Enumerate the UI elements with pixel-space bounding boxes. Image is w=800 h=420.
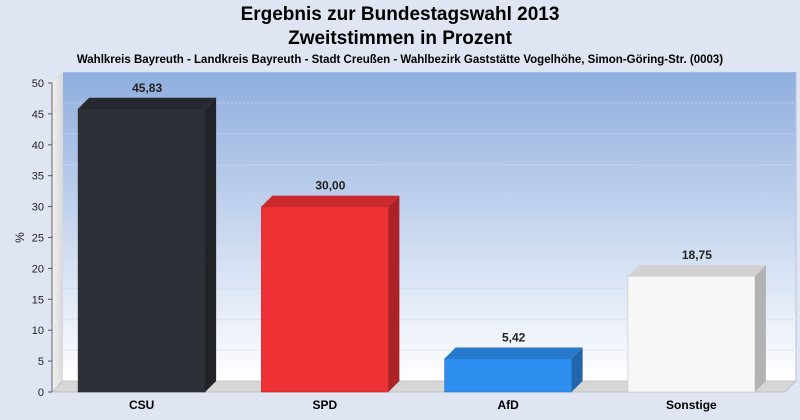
gridline	[51, 256, 796, 269]
bar-csu	[77, 97, 217, 393]
y-tick-label: 45	[32, 109, 44, 121]
y-tick-label: 50	[32, 78, 44, 90]
bar-spd	[261, 195, 400, 393]
y-tick-label: 5	[38, 356, 44, 368]
x-tick-label: SPD	[313, 398, 338, 412]
bar-side	[388, 195, 400, 392]
bar-top	[444, 347, 583, 359]
y-tick-label: 15	[32, 294, 44, 306]
gridline	[51, 195, 796, 207]
y-axis-label: %	[13, 232, 27, 243]
y-tick-label: 20	[32, 263, 44, 275]
bar	[77, 108, 206, 393]
left-wall	[52, 72, 63, 392]
bar	[627, 275, 756, 393]
bar-top	[261, 195, 400, 207]
bar-side	[205, 97, 217, 392]
y-tick-label: 10	[32, 325, 44, 337]
gridline	[51, 71, 796, 84]
chart-subtitle: Zweitstimmen in Prozent	[288, 28, 512, 49]
data-label: 45,83	[132, 81, 162, 95]
data-label: 30,00	[315, 179, 345, 193]
bar-side	[571, 347, 583, 392]
data-label: 5,42	[502, 331, 526, 345]
bars	[77, 97, 766, 393]
gridline	[51, 318, 796, 331]
x-tick-label: Sonstige	[666, 398, 717, 412]
bar-sonstige	[627, 265, 766, 393]
x-tick-label: CSU	[129, 398, 154, 412]
gridline	[51, 102, 796, 115]
y-tick-label: 35	[32, 171, 44, 183]
bar-side	[754, 265, 766, 392]
gridline	[51, 226, 796, 238]
y-tick-label: 40	[32, 140, 44, 152]
chart-caption: Wahlkreis Bayreuth - Landkreis Bayreuth …	[76, 54, 724, 66]
gridline	[51, 164, 796, 177]
labels: 0 5 10 15 20 25 30 35 40 45 50% 45,83 CSU 30,00 SPD 5,4…	[13, 78, 717, 412]
bar	[444, 358, 572, 393]
gridline	[51, 287, 796, 300]
bar-top	[78, 97, 217, 109]
bar	[261, 206, 389, 393]
y-tick-label: 25	[32, 233, 44, 245]
y-tick-label: 30	[32, 202, 44, 214]
y-tick-label: 0	[38, 387, 44, 399]
chart-title: Ergebnis zur Bundestagswahl 2013	[240, 4, 560, 25]
bar-top	[627, 265, 766, 277]
x-tick-label: AfD	[497, 398, 519, 412]
gridline	[51, 133, 796, 146]
data-label: 18,75	[682, 248, 712, 262]
bar-afd	[444, 347, 583, 393]
